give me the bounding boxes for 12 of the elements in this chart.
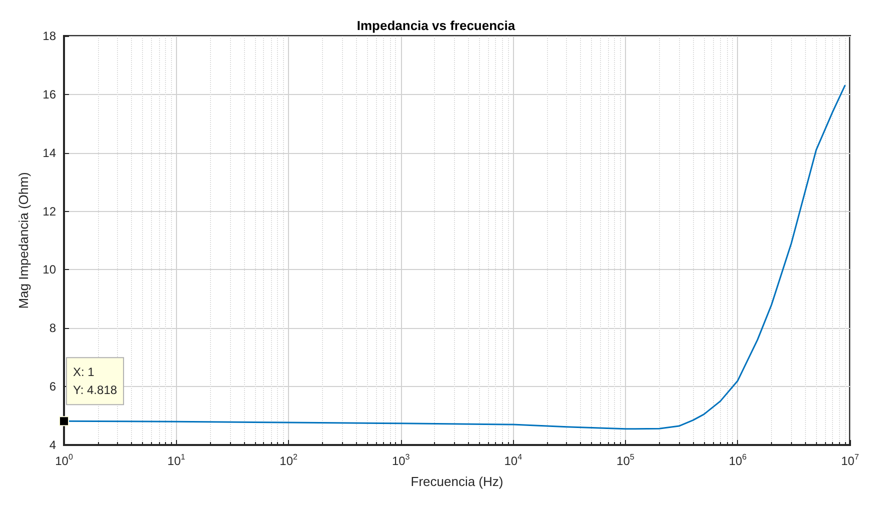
y-axis-title: Mag Impedancia (Ohm) — [16, 172, 31, 309]
y-tick-label: 8 — [49, 321, 56, 336]
y-tick-label: 12 — [42, 204, 56, 218]
y-tick-label: 16 — [42, 87, 56, 102]
annotation: X: 1 Y: 4.818 — [73, 365, 118, 398]
y-tick-label: 4 — [49, 438, 56, 452]
y-tick-label: 6 — [49, 380, 56, 394]
y-tick-label: 14 — [42, 146, 56, 160]
y-tick-label: 18 — [42, 29, 56, 43]
y-tick-label: 10 — [42, 262, 56, 277]
chart-title: Impedancia vs frecuencia — [356, 18, 516, 33]
x-axis-title: Frecuencia (Hz) — [410, 474, 504, 489]
